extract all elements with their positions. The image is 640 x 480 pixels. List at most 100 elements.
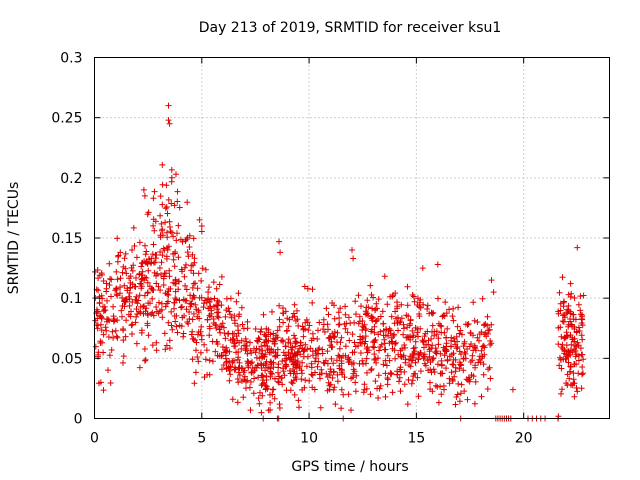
data-point	[172, 288, 179, 295]
data-point	[206, 325, 213, 332]
data-point	[279, 358, 286, 365]
data-point	[359, 323, 366, 330]
data-point	[348, 407, 354, 414]
data-point	[206, 284, 212, 291]
data-point	[144, 279, 151, 286]
data-point	[128, 308, 134, 315]
data-point	[196, 216, 203, 223]
data-point	[456, 398, 463, 405]
data-point	[160, 245, 167, 252]
data-point	[432, 349, 439, 356]
data-point	[556, 362, 563, 369]
data-point	[247, 407, 254, 414]
data-point	[361, 381, 368, 388]
data-point	[277, 249, 284, 256]
data-point	[136, 271, 143, 278]
data-point	[166, 345, 173, 352]
data-point	[235, 290, 242, 297]
chart-title: Day 213 of 2019, SRMTID for receiver ksu…	[199, 20, 502, 36]
x-axis-label: GPS time / hours	[291, 459, 408, 475]
data-point	[375, 372, 382, 379]
data-point	[212, 321, 219, 328]
data-point	[353, 311, 359, 318]
data-point	[268, 359, 275, 366]
data-point	[175, 254, 182, 261]
data-point	[480, 371, 487, 378]
data-point	[120, 353, 127, 360]
data-point	[197, 349, 204, 356]
data-point	[92, 317, 99, 324]
data-point	[274, 327, 281, 334]
data-point	[118, 307, 125, 314]
data-point	[580, 292, 587, 299]
data-point	[389, 338, 396, 345]
data-point	[168, 308, 175, 315]
data-point	[453, 345, 460, 352]
data-point	[262, 342, 268, 349]
data-point	[402, 359, 409, 366]
data-point	[198, 228, 205, 235]
data-point	[415, 393, 422, 400]
data-point	[414, 374, 421, 381]
data-point	[435, 399, 442, 406]
data-point	[416, 311, 423, 317]
data-point	[573, 384, 580, 391]
data-point	[430, 309, 437, 316]
data-point	[158, 306, 165, 313]
data-point	[572, 347, 579, 354]
data-point	[191, 380, 198, 387]
data-point	[331, 315, 338, 322]
data-point	[174, 329, 181, 336]
data-point	[443, 343, 450, 350]
data-point	[257, 329, 264, 336]
data-point	[424, 302, 431, 309]
data-point	[122, 333, 129, 340]
data-point	[338, 405, 345, 412]
data-point	[435, 341, 442, 348]
data-point	[573, 328, 580, 335]
data-point	[260, 311, 267, 318]
data-point	[397, 353, 404, 360]
data-point	[219, 352, 225, 359]
data-point	[558, 390, 564, 397]
data-point	[314, 363, 321, 370]
data-point	[223, 366, 230, 372]
data-point	[113, 286, 120, 293]
y-axis-label: SRMTID / TECUs	[6, 182, 22, 295]
x-tick-label: 10	[300, 431, 318, 447]
data-point	[330, 360, 337, 367]
data-point	[98, 327, 105, 334]
data-point	[323, 305, 330, 312]
data-point	[178, 266, 185, 273]
data-point	[415, 356, 422, 363]
data-point	[574, 388, 581, 395]
data-point	[362, 338, 369, 345]
data-point	[123, 270, 130, 277]
data-point	[245, 359, 252, 366]
data-point	[344, 329, 351, 336]
data-point	[121, 303, 128, 310]
data-point	[324, 387, 331, 394]
data-point	[325, 311, 332, 318]
data-point	[150, 241, 157, 248]
data-point	[189, 295, 196, 302]
data-point	[461, 388, 468, 395]
data-point	[330, 333, 337, 340]
data-point	[438, 357, 445, 364]
data-point	[426, 348, 433, 355]
data-point	[141, 192, 148, 199]
x-tick-label: 5	[197, 431, 206, 447]
data-point	[117, 275, 124, 282]
data-point	[171, 263, 178, 270]
data-point	[258, 350, 265, 357]
data-point	[371, 351, 378, 358]
data-point	[352, 388, 359, 395]
data-point	[179, 303, 185, 310]
data-point	[158, 220, 165, 227]
data-point	[189, 335, 196, 342]
data-point	[571, 324, 578, 330]
data-point	[102, 307, 109, 314]
data-point	[106, 352, 113, 359]
data-point	[571, 361, 578, 367]
data-point	[198, 336, 205, 343]
